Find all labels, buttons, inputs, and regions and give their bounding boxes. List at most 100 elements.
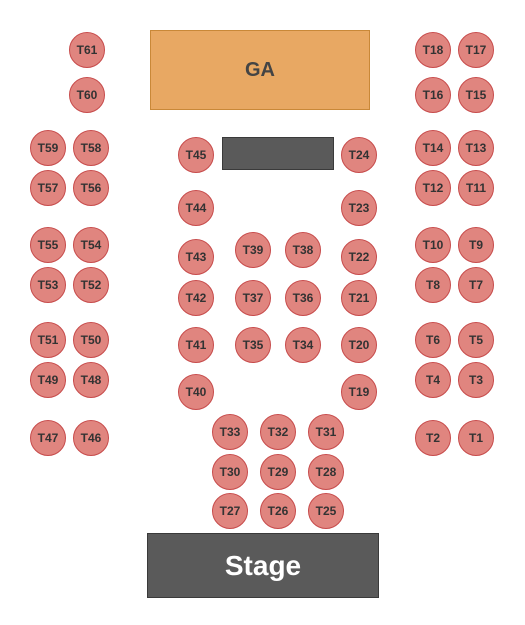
table-label: T2 <box>426 431 440 445</box>
table-t59[interactable]: T59 <box>30 130 66 166</box>
table-label: T39 <box>243 243 264 257</box>
table-t28[interactable]: T28 <box>308 454 344 490</box>
table-t35[interactable]: T35 <box>235 327 271 363</box>
table-label: T59 <box>38 141 59 155</box>
table-label: T1 <box>469 431 483 445</box>
table-label: T28 <box>316 465 337 479</box>
table-t2[interactable]: T2 <box>415 420 451 456</box>
table-label: T44 <box>186 201 207 215</box>
table-t43[interactable]: T43 <box>178 239 214 275</box>
table-label: T45 <box>186 148 207 162</box>
table-t12[interactable]: T12 <box>415 170 451 206</box>
table-t4[interactable]: T4 <box>415 362 451 398</box>
table-t56[interactable]: T56 <box>73 170 109 206</box>
table-label: T8 <box>426 278 440 292</box>
table-label: T56 <box>81 181 102 195</box>
table-t46[interactable]: T46 <box>73 420 109 456</box>
table-t20[interactable]: T20 <box>341 327 377 363</box>
table-t22[interactable]: T22 <box>341 239 377 275</box>
table-label: T37 <box>243 291 264 305</box>
table-t49[interactable]: T49 <box>30 362 66 398</box>
table-t10[interactable]: T10 <box>415 227 451 263</box>
table-t16[interactable]: T16 <box>415 77 451 113</box>
table-t7[interactable]: T7 <box>458 267 494 303</box>
table-t61[interactable]: T61 <box>69 32 105 68</box>
ga-section[interactable]: GA <box>150 30 370 110</box>
table-t13[interactable]: T13 <box>458 130 494 166</box>
table-t18[interactable]: T18 <box>415 32 451 68</box>
table-label: T52 <box>81 278 102 292</box>
table-label: T47 <box>38 431 59 445</box>
table-label: T61 <box>77 43 98 57</box>
table-t57[interactable]: T57 <box>30 170 66 206</box>
table-t45[interactable]: T45 <box>178 137 214 173</box>
table-t19[interactable]: T19 <box>341 374 377 410</box>
table-t36[interactable]: T36 <box>285 280 321 316</box>
table-t48[interactable]: T48 <box>73 362 109 398</box>
table-t41[interactable]: T41 <box>178 327 214 363</box>
table-t54[interactable]: T54 <box>73 227 109 263</box>
table-t25[interactable]: T25 <box>308 493 344 529</box>
table-label: T55 <box>38 238 59 252</box>
table-t24[interactable]: T24 <box>341 137 377 173</box>
table-label: T50 <box>81 333 102 347</box>
table-t51[interactable]: T51 <box>30 322 66 358</box>
table-t5[interactable]: T5 <box>458 322 494 358</box>
table-t1[interactable]: T1 <box>458 420 494 456</box>
table-t32[interactable]: T32 <box>260 414 296 450</box>
table-t14[interactable]: T14 <box>415 130 451 166</box>
table-t30[interactable]: T30 <box>212 454 248 490</box>
table-label: T22 <box>349 250 370 264</box>
table-label: T54 <box>81 238 102 252</box>
table-label: T18 <box>423 43 444 57</box>
table-label: T5 <box>469 333 483 347</box>
table-t6[interactable]: T6 <box>415 322 451 358</box>
table-label: T38 <box>293 243 314 257</box>
seating-chart: GA Stage T61 T60 T18 T17T16 T15 T59 T58T57 T56 T… <box>0 0 525 625</box>
table-t38[interactable]: T38 <box>285 232 321 268</box>
table-label: T31 <box>316 425 337 439</box>
table-label: T4 <box>426 373 440 387</box>
table-t3[interactable]: T3 <box>458 362 494 398</box>
table-t39[interactable]: T39 <box>235 232 271 268</box>
table-t53[interactable]: T53 <box>30 267 66 303</box>
table-t23[interactable]: T23 <box>341 190 377 226</box>
table-label: T34 <box>293 338 314 352</box>
table-t21[interactable]: T21 <box>341 280 377 316</box>
table-t50[interactable]: T50 <box>73 322 109 358</box>
table-label: T14 <box>423 141 444 155</box>
table-label: T33 <box>220 425 241 439</box>
table-t37[interactable]: T37 <box>235 280 271 316</box>
table-t15[interactable]: T15 <box>458 77 494 113</box>
bar-section[interactable] <box>222 137 334 170</box>
table-t29[interactable]: T29 <box>260 454 296 490</box>
table-t9[interactable]: T9 <box>458 227 494 263</box>
table-t11[interactable]: T11 <box>458 170 494 206</box>
table-label: T3 <box>469 373 483 387</box>
table-t34[interactable]: T34 <box>285 327 321 363</box>
stage-label: Stage <box>225 550 301 582</box>
table-t47[interactable]: T47 <box>30 420 66 456</box>
table-t58[interactable]: T58 <box>73 130 109 166</box>
table-label: T43 <box>186 250 207 264</box>
table-t33[interactable]: T33 <box>212 414 248 450</box>
table-t26[interactable]: T26 <box>260 493 296 529</box>
table-t60[interactable]: T60 <box>69 77 105 113</box>
table-label: T49 <box>38 373 59 387</box>
table-t40[interactable]: T40 <box>178 374 214 410</box>
table-label: T15 <box>466 88 487 102</box>
table-t31[interactable]: T31 <box>308 414 344 450</box>
table-label: T60 <box>77 88 98 102</box>
stage-section[interactable]: Stage <box>147 533 379 598</box>
table-t17[interactable]: T17 <box>458 32 494 68</box>
table-t52[interactable]: T52 <box>73 267 109 303</box>
table-t44[interactable]: T44 <box>178 190 214 226</box>
table-label: T26 <box>268 504 289 518</box>
table-t8[interactable]: T8 <box>415 267 451 303</box>
table-t27[interactable]: T27 <box>212 493 248 529</box>
table-t42[interactable]: T42 <box>178 280 214 316</box>
table-label: T23 <box>349 201 370 215</box>
table-label: T29 <box>268 465 289 479</box>
table-t55[interactable]: T55 <box>30 227 66 263</box>
table-label: T12 <box>423 181 444 195</box>
